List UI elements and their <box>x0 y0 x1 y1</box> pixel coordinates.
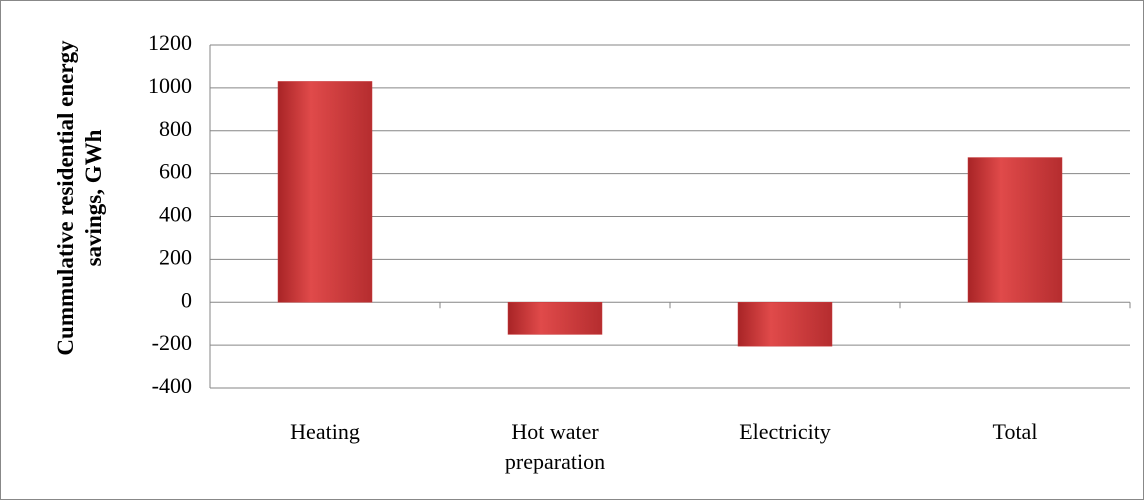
y-tick-label: 600 <box>159 159 192 184</box>
x-tick-label: Hot water preparation <box>504 419 606 474</box>
y-tick-label: 1200 <box>148 30 192 55</box>
bar <box>507 302 603 335</box>
y-tick-label: -200 <box>152 330 192 355</box>
x-tick-label: Electricity <box>739 419 831 444</box>
x-tick-label: Total <box>992 419 1038 444</box>
bar <box>277 81 373 303</box>
y-tick-label: 1000 <box>148 73 192 98</box>
bar <box>967 157 1063 303</box>
y-axis-label: Cummulative residential energy savings, … <box>53 40 106 356</box>
y-tick-label: 0 <box>181 287 192 312</box>
bar <box>737 302 833 347</box>
y-tick-label: -400 <box>152 373 192 398</box>
y-tick-label: 800 <box>159 116 192 141</box>
y-tick-label: 400 <box>159 202 192 227</box>
x-tick-label: Heating <box>290 419 360 444</box>
y-tick-label: 200 <box>159 244 192 269</box>
